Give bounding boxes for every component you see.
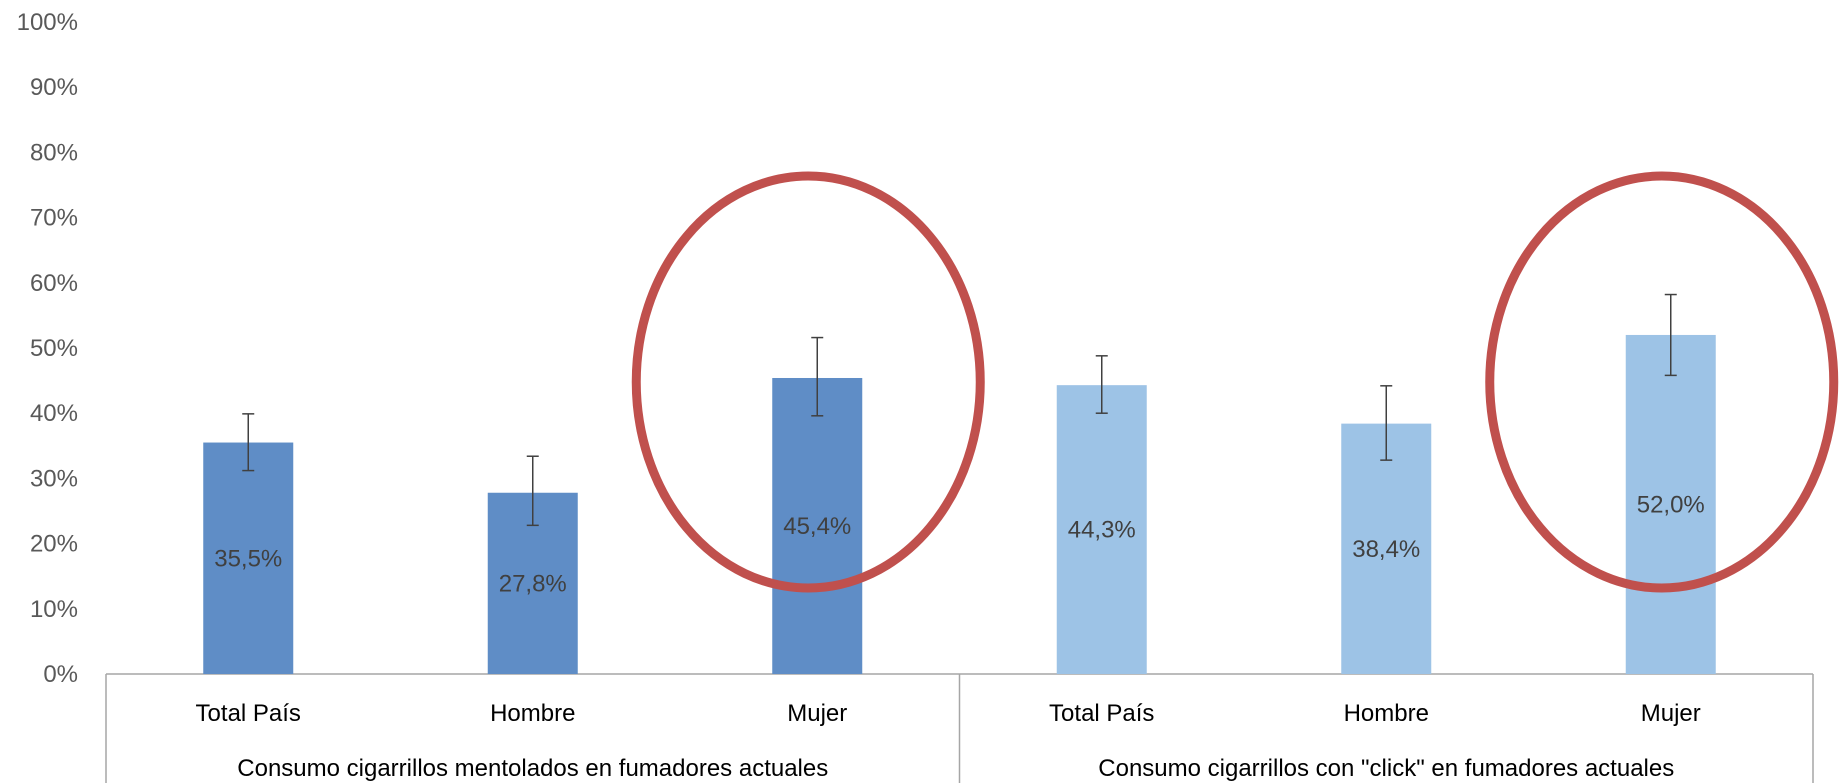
data-labels: 35,5% 27,8% 45,4% 44,3% 38,4% 52,0% bbox=[214, 491, 1705, 597]
bar bbox=[1056, 385, 1147, 674]
data-label: 38,4% bbox=[1352, 536, 1420, 563]
category-label: Mujer bbox=[1641, 700, 1701, 727]
y-tick-label: 70% bbox=[30, 205, 78, 232]
bars bbox=[203, 334, 1716, 674]
data-label: 45,4% bbox=[783, 513, 851, 540]
y-axis: 0% 10% 20% 30% 40% 50% 60% 70% 80% 90% 100% bbox=[17, 9, 78, 688]
category-labels: Total País Hombre Mujer Consumo cigarrillos… bbox=[196, 700, 1701, 782]
highlight-circle bbox=[631, 171, 985, 593]
y-tick-label: 40% bbox=[30, 400, 78, 427]
y-tick-label: 20% bbox=[30, 531, 78, 558]
data-label: 35,5% bbox=[214, 545, 282, 572]
category-label: Hombre bbox=[490, 700, 575, 727]
bar bbox=[1341, 423, 1432, 674]
y-tick-label: 50% bbox=[30, 335, 78, 362]
data-label: 52,0% bbox=[1637, 491, 1705, 518]
category-label: Total País bbox=[1049, 700, 1154, 727]
data-label: 27,8% bbox=[499, 570, 567, 597]
category-label: Total País bbox=[196, 700, 301, 727]
category-axis-frame bbox=[105, 673, 1814, 783]
bar bbox=[772, 377, 863, 674]
bar bbox=[203, 442, 294, 674]
error-bars bbox=[242, 293, 1677, 527]
y-tick-label: 60% bbox=[30, 270, 78, 297]
y-tick-label: 90% bbox=[30, 74, 78, 101]
y-tick-label: 100% bbox=[17, 9, 78, 36]
y-tick-label: 10% bbox=[30, 596, 78, 623]
group-label: Consumo cigarrillos mentolados en fumado… bbox=[237, 755, 828, 782]
category-label: Hombre bbox=[1344, 700, 1429, 727]
category-label: Mujer bbox=[787, 700, 847, 727]
y-tick-label: 30% bbox=[30, 465, 78, 492]
highlight-circle bbox=[1485, 171, 1839, 593]
highlight-circles bbox=[631, 171, 1839, 593]
bar bbox=[1625, 334, 1716, 674]
data-label: 44,3% bbox=[1068, 517, 1136, 544]
y-tick-label: 80% bbox=[30, 139, 78, 166]
group-label: Consumo cigarrillos con "click" en fumad… bbox=[1098, 755, 1674, 782]
y-tick-label: 0% bbox=[43, 661, 78, 688]
